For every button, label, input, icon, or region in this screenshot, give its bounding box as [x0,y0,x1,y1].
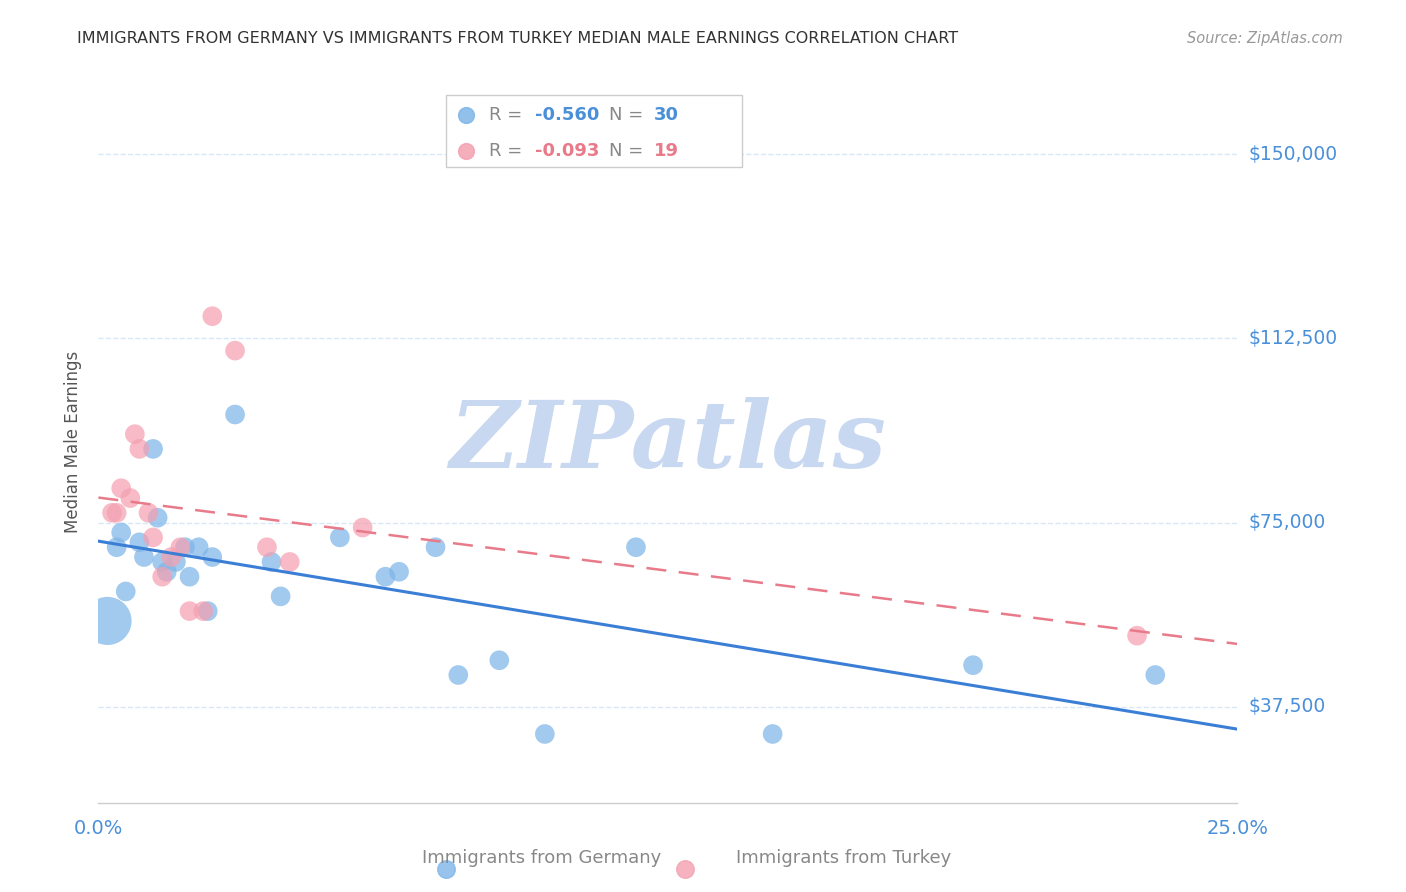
Point [260,555,283,569]
Point [96,614,118,628]
Point [762,727,785,741]
Text: R =: R = [489,106,529,124]
Point [278,555,301,569]
Point [329,530,352,544]
Point [534,727,557,741]
Text: Source: ZipAtlas.com: Source: ZipAtlas.com [1187,31,1343,46]
Point [105,506,128,520]
Point [197,604,219,618]
Point [224,343,246,358]
Text: $37,500: $37,500 [1249,698,1326,716]
Point [1144,668,1167,682]
FancyBboxPatch shape [446,95,742,167]
Point [124,427,146,442]
Point [120,491,142,505]
Point [114,584,136,599]
Point [224,408,246,422]
Point [128,535,150,549]
Text: R =: R = [489,142,529,160]
Text: -0.093: -0.093 [534,142,599,160]
Point [150,555,173,569]
Text: 30: 30 [654,106,679,124]
Point [142,530,165,544]
Text: ZIPatlas: ZIPatlas [450,397,886,486]
Point [447,668,470,682]
Text: N =: N = [609,142,648,160]
Point [150,570,173,584]
Y-axis label: Median Male Earnings: Median Male Earnings [63,351,82,533]
Text: Immigrants from Turkey: Immigrants from Turkey [735,849,952,867]
Text: $150,000: $150,000 [1249,145,1337,163]
Text: 19: 19 [654,142,679,160]
Point [174,540,197,554]
Point [110,481,132,495]
Text: N =: N = [609,106,648,124]
Point [165,555,187,569]
Text: Immigrants from Germany: Immigrants from Germany [422,849,661,867]
Point [146,510,169,524]
Point [110,525,132,540]
Point [388,565,411,579]
Point [962,658,984,673]
Point [160,549,183,564]
Point [105,540,128,554]
Point [179,570,201,584]
Point [101,506,124,520]
Point [187,540,209,554]
Point [256,540,278,554]
Point [1126,629,1149,643]
Point [138,506,160,520]
Point [156,565,179,579]
Point [132,549,155,564]
Text: -0.560: -0.560 [534,106,599,124]
Text: $75,000: $75,000 [1249,513,1326,533]
Point [128,442,150,456]
Point [488,653,510,667]
Text: IMMIGRANTS FROM GERMANY VS IMMIGRANTS FROM TURKEY MEDIAN MALE EARNINGS CORRELATI: IMMIGRANTS FROM GERMANY VS IMMIGRANTS FR… [77,31,959,46]
Point [352,520,374,534]
Point [169,540,191,554]
Text: $112,500: $112,500 [1249,329,1337,348]
Point [425,540,447,554]
Point [142,442,165,456]
Point [374,570,396,584]
Point [193,604,215,618]
Point [201,549,224,564]
Point [270,590,292,604]
Point [624,540,647,554]
Point [201,309,224,323]
Point [179,604,201,618]
